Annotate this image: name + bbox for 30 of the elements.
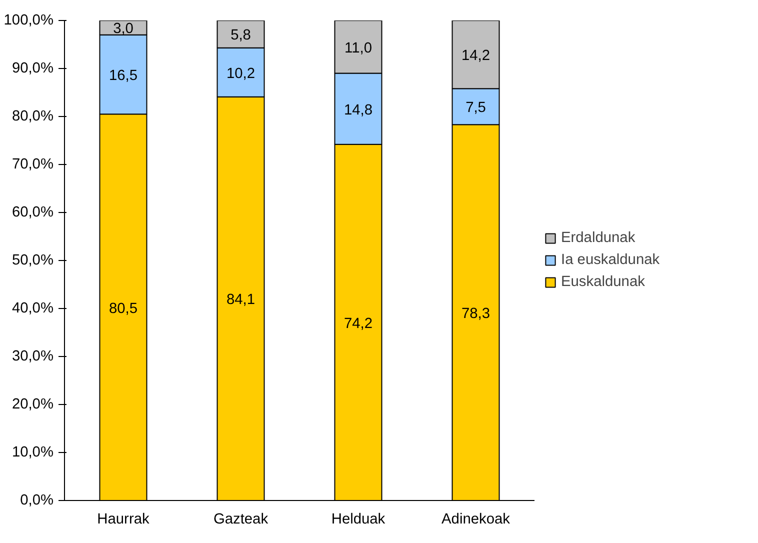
legend-label: Euskaldunak bbox=[561, 274, 645, 290]
y-tick-label: 30,0% bbox=[12, 348, 54, 364]
y-tick-label: 40,0% bbox=[12, 300, 54, 316]
data-label: 5,8 bbox=[230, 27, 251, 44]
legend-label: Ia euskaldunak bbox=[561, 252, 660, 268]
data-label: 84,1 bbox=[226, 292, 256, 308]
data-label: 7,5 bbox=[466, 100, 486, 116]
x-tick-label: Gazteak bbox=[213, 512, 269, 528]
y-tick-label: 60,0% bbox=[12, 204, 54, 220]
x-tick-label: Helduak bbox=[331, 512, 386, 528]
y-tick-label: 90,0% bbox=[12, 60, 54, 76]
data-label: 3,0 bbox=[113, 21, 134, 38]
y-tick-label: 10,0% bbox=[12, 444, 54, 460]
y-tick-label: 50,0% bbox=[12, 252, 54, 268]
data-label: 78,3 bbox=[461, 306, 490, 322]
data-label: 10,2 bbox=[226, 66, 256, 82]
x-tick-label: Haurrak bbox=[97, 512, 150, 528]
y-tick-label: 70,0% bbox=[12, 156, 54, 172]
y-tick-label: 20,0% bbox=[12, 396, 54, 412]
data-label: 16,5 bbox=[108, 68, 138, 84]
y-tick-label: 80,0% bbox=[12, 108, 54, 124]
y-tick-label: 100,0% bbox=[4, 12, 54, 28]
data-label: 11,0 bbox=[344, 40, 372, 56]
data-label: 80,5 bbox=[108, 300, 138, 317]
data-label: 14,8 bbox=[344, 102, 373, 118]
legend-label: Erdaldunak bbox=[561, 230, 636, 246]
data-label: 74,2 bbox=[344, 316, 373, 332]
data-label: 14,2 bbox=[461, 48, 490, 64]
y-tick-label: 0,0% bbox=[20, 492, 54, 508]
x-tick-label: Adinekoak bbox=[442, 512, 511, 528]
